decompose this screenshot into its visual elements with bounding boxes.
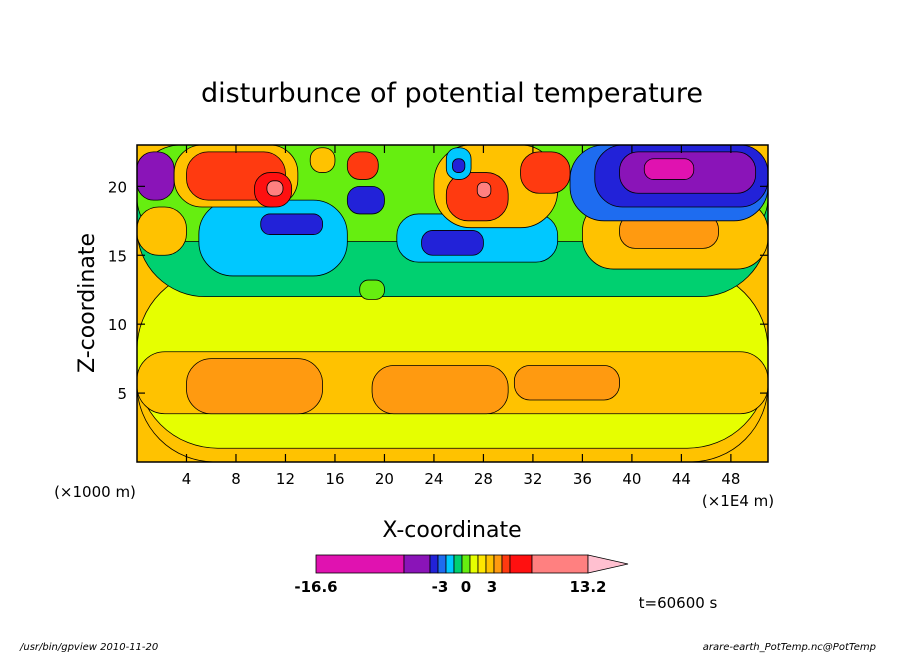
- colorbar-swatch: [493, 554, 503, 574]
- colorbar-swatch: [437, 554, 447, 574]
- contour-region: [476, 181, 492, 198]
- contour-region: [359, 279, 385, 300]
- plot-frame: [136, 144, 769, 463]
- contour-region: [452, 158, 466, 173]
- x-tick-label: 32: [523, 470, 542, 488]
- x-tick-label: 4: [182, 470, 192, 488]
- contour-region: [346, 151, 379, 180]
- colorbar-swatch: [509, 554, 533, 574]
- contour-region: [513, 365, 620, 401]
- colorbar-swatch: [477, 554, 487, 574]
- x-axis: 4 8 12 16 20 24 28 32 36 40 44 48: [182, 145, 740, 488]
- colorbar: [315, 554, 629, 574]
- contour-fill-layer: [137, 145, 768, 462]
- time-annotation: t=60600 s: [639, 594, 718, 612]
- contour-region: [371, 365, 509, 415]
- colorbar-swatch: [453, 554, 463, 574]
- x-tick-label: 16: [325, 470, 344, 488]
- contour-region: [186, 358, 323, 415]
- x-tick-label: 28: [474, 470, 493, 488]
- colorbar-swatch: [461, 554, 471, 574]
- colorbar-swatch: [315, 554, 405, 574]
- colorbar-min-label: -16.6: [294, 578, 337, 596]
- contour-region: [137, 151, 175, 201]
- contour-region: [445, 172, 509, 222]
- x-tick-label: 24: [424, 470, 443, 488]
- colorbar-mid-label: 0: [461, 578, 471, 596]
- y-axis-label: Z-coordinate: [75, 233, 100, 373]
- contour-region: [520, 151, 571, 194]
- contour-region: [346, 185, 385, 215]
- colorbar-swatch: [445, 554, 455, 574]
- colorbar-swatch: [429, 554, 439, 574]
- y-tick-label: 20: [108, 178, 127, 196]
- footer-right: arare-earth_PotTemp.nc@PotTemp: [703, 642, 876, 653]
- contour-region: [643, 158, 695, 180]
- contour-region: [309, 147, 336, 173]
- x-unit-left: (×1000 m): [54, 483, 136, 501]
- colorbar-swatch: [501, 554, 511, 574]
- colorbar-max-label: 13.2: [569, 578, 606, 596]
- x-tick-label: 12: [276, 470, 295, 488]
- colorbar-swatch: [469, 554, 479, 574]
- contour-region: [260, 213, 323, 235]
- contour-region: [421, 230, 484, 256]
- y-tick-label: 15: [108, 247, 127, 265]
- contour-region: [198, 199, 348, 277]
- colorbar-max-arrow: [587, 554, 629, 574]
- colorbar-swatch: [485, 554, 495, 574]
- x-tick-label: 44: [672, 470, 691, 488]
- colorbar-mid-label: 3: [487, 578, 497, 596]
- footer-left: /usr/bin/gpview 2010-11-20: [19, 642, 158, 653]
- x-tick-label: 48: [721, 470, 740, 488]
- y-axis: 5 10 15 20: [108, 178, 768, 403]
- chart-title: disturbunce of potential temperature: [201, 78, 703, 109]
- plot-area: [137, 145, 768, 462]
- x-tick-label: 36: [573, 470, 592, 488]
- y-tick-label: 10: [108, 316, 127, 334]
- contour-region: [137, 206, 187, 256]
- colorbar-swatch: [531, 554, 589, 574]
- colorbar-mid-label: -3: [432, 578, 449, 596]
- colorbar-swatch: [403, 554, 431, 574]
- contour-region: [266, 180, 284, 197]
- x-tick-label: 40: [622, 470, 641, 488]
- x-unit-right: (×1E4 m): [702, 492, 774, 510]
- x-tick-label: 20: [375, 470, 394, 488]
- x-axis-label: X-coordinate: [382, 518, 521, 543]
- x-tick-label: 8: [231, 470, 241, 488]
- y-tick-label: 5: [117, 385, 127, 403]
